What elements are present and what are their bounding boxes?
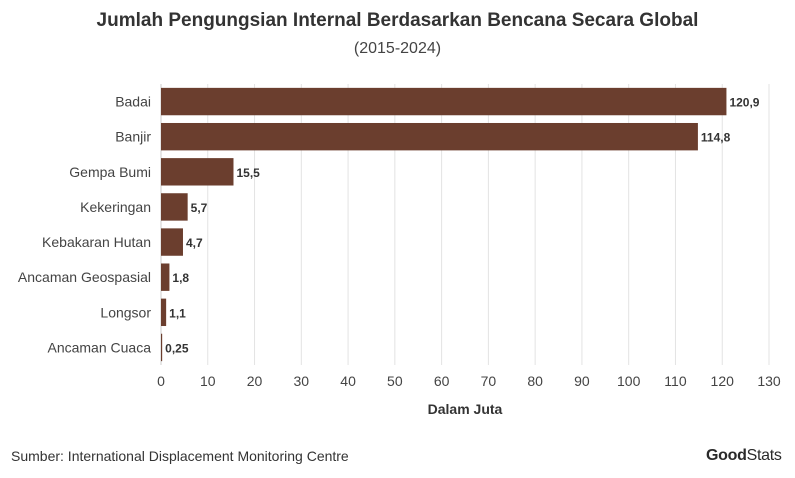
data-label: 120,9 bbox=[729, 96, 759, 110]
x-tick-label: 120 bbox=[711, 373, 735, 389]
x-tick-label: 60 bbox=[434, 373, 450, 389]
bar bbox=[161, 298, 167, 327]
category-label: Kebakaran Hutan bbox=[42, 234, 151, 250]
x-tick-label: 50 bbox=[387, 373, 403, 389]
bar bbox=[161, 87, 727, 116]
x-tick-label: 70 bbox=[481, 373, 497, 389]
bar bbox=[161, 263, 170, 291]
chart-title: Jumlah Pengungsian Internal Berdasarkan … bbox=[96, 10, 699, 31]
source-note: Sumber: International Displacement Monit… bbox=[11, 448, 349, 464]
bar bbox=[161, 193, 188, 221]
category-label: Kekeringan bbox=[80, 199, 151, 215]
category-label: Badai bbox=[115, 94, 151, 110]
data-label: 15,5 bbox=[236, 166, 260, 180]
category-label: Ancaman Cuaca bbox=[47, 339, 151, 355]
category-label: Gempa Bumi bbox=[69, 164, 151, 180]
x-tick-label: 90 bbox=[574, 373, 590, 389]
data-label: 1,1 bbox=[169, 306, 186, 320]
logo-text-stats: Stats bbox=[746, 447, 782, 464]
data-label: 114,8 bbox=[701, 131, 731, 145]
x-tick-label: 30 bbox=[294, 373, 310, 389]
category-label: Banjir bbox=[115, 129, 151, 145]
x-tick-label: 100 bbox=[617, 373, 641, 389]
labels: 0 10 20 30 40 50 60 70 80 90 100 110 120 130 Badai 120,… bbox=[18, 94, 781, 389]
bar bbox=[161, 158, 234, 186]
bar-chart: 0 10 20 30 40 50 60 70 80 90 100 110 120 130 Badai 120,… bbox=[18, 84, 781, 417]
category-label: Ancaman Geospasial bbox=[18, 269, 151, 285]
chart-subtitle: (2015-2024) bbox=[353, 40, 442, 57]
data-label: 1,8 bbox=[172, 271, 189, 285]
logo-text-good: Good bbox=[706, 447, 747, 464]
category-label: Longsor bbox=[100, 304, 151, 320]
x-tick-label: 10 bbox=[200, 373, 216, 389]
x-tick-label: 0 bbox=[157, 373, 165, 389]
data-label: 4,7 bbox=[186, 236, 203, 250]
bar bbox=[161, 122, 698, 151]
x-axis-title: Dalam Juta bbox=[428, 401, 503, 417]
data-label: 0,25 bbox=[165, 341, 189, 355]
bar bbox=[161, 333, 163, 362]
goodstats-logo: GoodStats bbox=[706, 447, 782, 465]
data-label: 5,7 bbox=[191, 201, 208, 215]
x-tick-label: 80 bbox=[527, 373, 543, 389]
x-tick-label: 40 bbox=[340, 373, 356, 389]
x-tick-label: 110 bbox=[664, 373, 687, 389]
bar bbox=[161, 228, 183, 256]
x-tick-label: 20 bbox=[247, 373, 263, 389]
bars bbox=[161, 87, 727, 362]
x-tick-label: 130 bbox=[757, 373, 781, 389]
